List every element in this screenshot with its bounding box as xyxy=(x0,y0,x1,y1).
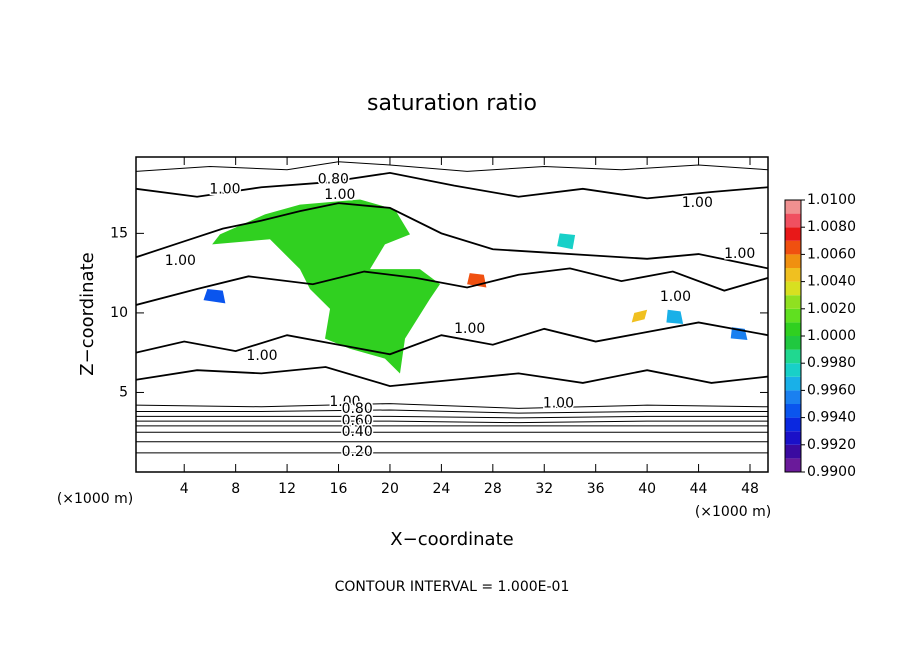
filled-region xyxy=(557,233,576,250)
colorbar-swatch xyxy=(785,444,801,459)
x-tick-label: 44 xyxy=(690,481,708,497)
x-tick-label: 24 xyxy=(432,481,450,497)
contour-line xyxy=(136,420,768,424)
axes: 4 8 12 16 20 24 28 32 36 40 44 48510150.99000.99200… xyxy=(110,156,856,497)
colorbar-swatch xyxy=(785,322,801,336)
contour-label: 0.20 xyxy=(342,444,373,460)
x-tick-label: 48 xyxy=(741,481,759,497)
colorbar-tick-label: 1.0020 xyxy=(807,301,856,317)
x-tick-label: 16 xyxy=(330,481,348,497)
filled-region xyxy=(666,309,684,325)
colorbar-swatch xyxy=(785,458,801,472)
colorbar-swatch xyxy=(785,363,801,377)
x-tick-label: 12 xyxy=(278,481,296,497)
x-tick-label: 8 xyxy=(231,481,240,497)
contour-label: 1.00 xyxy=(454,321,485,337)
filled-region xyxy=(203,289,226,304)
colorbar-swatch xyxy=(785,281,801,296)
colorbar-swatch xyxy=(785,308,801,323)
colorbar-tick-label: 1.0100 xyxy=(807,192,856,208)
contour-line xyxy=(136,321,768,356)
colorbar-swatch xyxy=(785,390,801,404)
contour-line xyxy=(136,366,768,388)
colorbar-swatch xyxy=(785,227,801,241)
contour-label: 0.40 xyxy=(342,424,373,440)
contour-line xyxy=(136,267,768,306)
contour-label: 1.00 xyxy=(209,182,240,198)
x-tick-label: 36 xyxy=(587,481,605,497)
y-tick-label: 10 xyxy=(110,305,128,321)
contour-label: 1.00 xyxy=(246,348,277,364)
x-axis-label: X−coordinate xyxy=(390,529,513,550)
contour-label: 1.00 xyxy=(682,195,713,211)
colorbar-swatch xyxy=(785,376,801,391)
contour-line xyxy=(136,202,768,270)
contour-label: 1.00 xyxy=(660,289,691,305)
colorbar-tick-label: 0.9900 xyxy=(807,464,856,480)
filled-region xyxy=(631,309,648,323)
colorbar-tick-label: 0.9960 xyxy=(807,382,856,398)
colorbar-swatch xyxy=(785,213,801,228)
x-tick-label: 28 xyxy=(484,481,502,497)
colorbar-tick-label: 0.9920 xyxy=(807,437,856,453)
colorbar-swatch xyxy=(785,200,801,214)
colorbar-swatch xyxy=(785,417,801,432)
colorbar-tick-label: 1.0040 xyxy=(807,274,856,290)
colorbar-swatch xyxy=(785,349,801,364)
colorbar-swatch xyxy=(785,404,801,418)
colorbar-swatch xyxy=(785,268,801,282)
x-tick-label: 40 xyxy=(638,481,656,497)
contour-line xyxy=(136,161,768,172)
chart-title: saturation ratio xyxy=(367,91,537,116)
colorbar-tick-label: 1.0080 xyxy=(807,219,856,235)
filled-region xyxy=(212,199,440,374)
colorbar-swatch xyxy=(785,240,801,255)
contour-label: 0.80 xyxy=(342,401,373,417)
colorbar-tick-label: 1.0060 xyxy=(807,246,856,262)
colorbar-tick-label: 0.9980 xyxy=(807,355,856,371)
x-unit-left: (×1000 m) xyxy=(57,491,133,507)
y-axis-label: Z−coordinate xyxy=(77,252,98,375)
contour-interval-note: CONTOUR INTERVAL = 1.000E-01 xyxy=(335,579,570,595)
colorbar-swatch xyxy=(785,254,801,268)
plot-area: 1.000.801.001.001.001.001.001.001.001.00… xyxy=(136,161,768,462)
contour-line xyxy=(136,171,768,200)
contour-line xyxy=(136,403,768,409)
contour-label: 1.00 xyxy=(724,246,755,262)
x-tick-label: 4 xyxy=(180,481,189,497)
y-tick-label: 15 xyxy=(110,225,128,241)
x-tick-label: 20 xyxy=(381,481,399,497)
x-unit-right: (×1000 m) xyxy=(695,504,771,520)
colorbar-swatch xyxy=(785,336,801,350)
colorbar-tick-label: 1.0000 xyxy=(807,328,856,344)
contour-line xyxy=(136,409,768,414)
plot-frame xyxy=(135,156,769,473)
colorbar-tick-label: 0.9940 xyxy=(807,410,856,426)
colorbar-swatch xyxy=(785,431,801,445)
x-tick-label: 32 xyxy=(535,481,553,497)
contour-label: 1.00 xyxy=(329,394,360,410)
contour-label: 1.00 xyxy=(324,187,355,203)
y-tick-label: 5 xyxy=(119,384,128,400)
contour-label: 1.00 xyxy=(543,396,574,412)
contour-label: 1.00 xyxy=(165,253,196,269)
contour-label: 0.80 xyxy=(318,171,349,187)
contour-label: 0.60 xyxy=(342,413,373,429)
contour-line xyxy=(136,415,768,419)
colorbar-swatch xyxy=(785,295,801,309)
